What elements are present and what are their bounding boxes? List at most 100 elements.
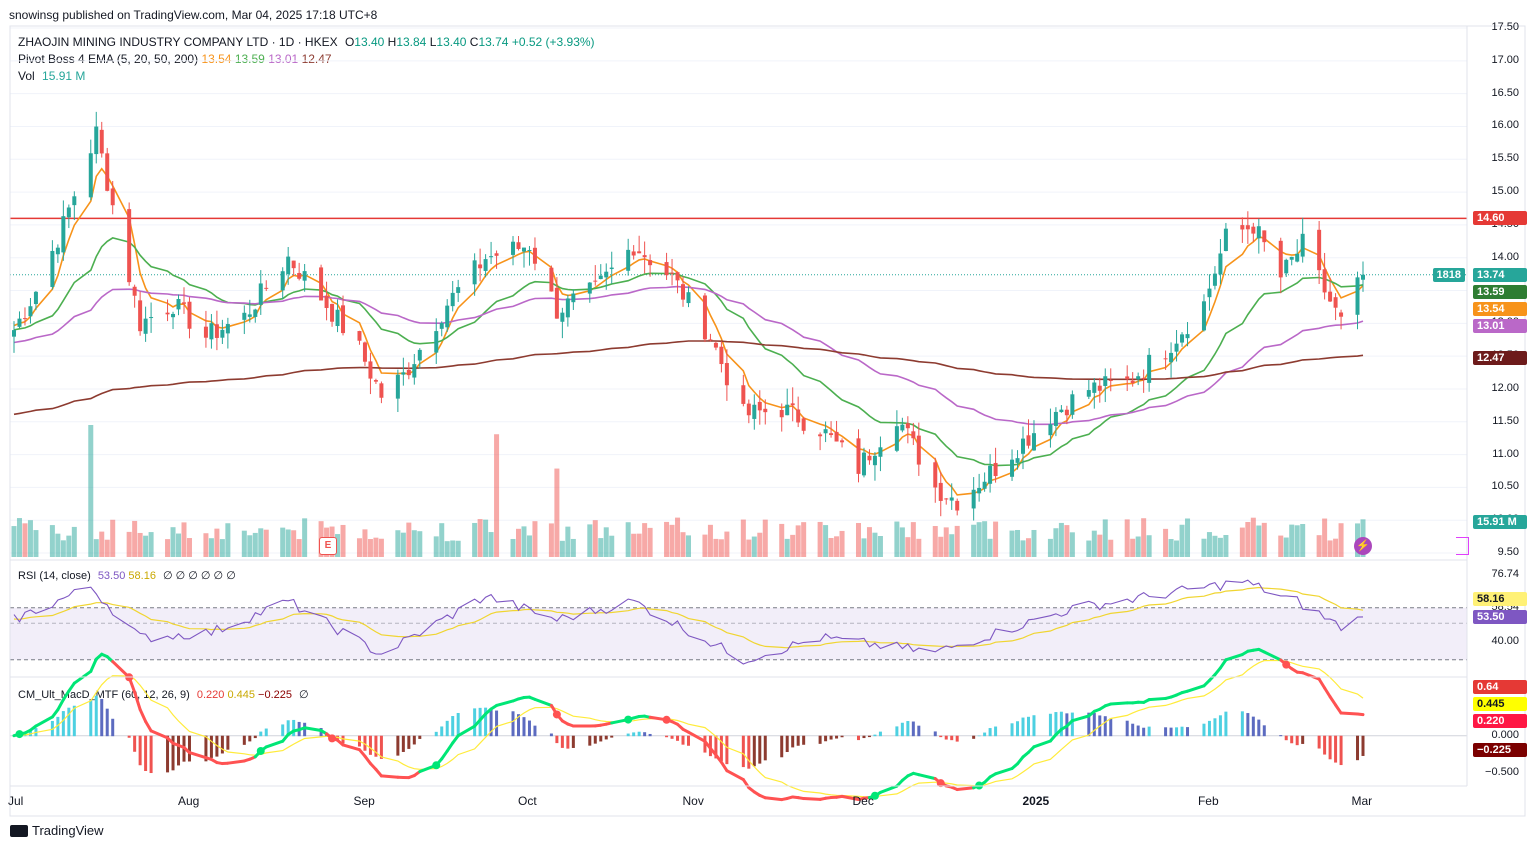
macd-hist-bar [599, 735, 603, 742]
macd-hist-bar [1032, 715, 1036, 737]
candle-body [823, 429, 828, 434]
volume-bar [916, 538, 922, 557]
ema-legend[interactable]: Pivot Boss 4 EMA (5, 20, 50, 200) 13.54 … [18, 52, 332, 66]
candle-body [1207, 288, 1212, 298]
low-label: L [429, 35, 437, 49]
volume-bar [88, 425, 94, 557]
volume-bar [214, 528, 220, 557]
macd-line-segment [264, 739, 285, 749]
volume-legend[interactable]: Vol 15.91 M [18, 69, 85, 83]
macd-line-segment [226, 759, 246, 765]
macd-hist-bar [637, 731, 641, 737]
macd-hist-bar [933, 731, 937, 737]
price-tick-label: 15.00 [1491, 185, 1519, 198]
macd-line-segment [187, 751, 208, 760]
macd-hist-bar [177, 735, 181, 766]
macd-hist-bar [1070, 712, 1074, 737]
volume-bar [247, 535, 253, 557]
candle-body [604, 271, 609, 278]
candle-body [872, 455, 877, 466]
macd-label: CM_Ult_MacD_MTF (60, 12, 26, 9) [18, 689, 190, 701]
candle-body [713, 342, 718, 348]
macd-hist-bar [818, 735, 822, 744]
candle-body [105, 153, 110, 191]
volume-bar [751, 536, 757, 557]
macd-hist-bar [643, 732, 647, 737]
candle-body [840, 440, 845, 443]
volume-bar [477, 519, 483, 557]
alert-marker[interactable] [1456, 537, 1469, 555]
volume-bar [450, 540, 456, 557]
candle-body [878, 447, 883, 457]
candle-body [286, 256, 291, 275]
volume-bar [208, 538, 214, 557]
volume-bar [406, 522, 412, 557]
macd-hist-bar [1164, 727, 1168, 737]
macd-hist-bar [1180, 726, 1184, 737]
volume-bar [1058, 522, 1064, 557]
candle-body [373, 380, 378, 382]
volume-bar [1064, 525, 1070, 557]
candle-body [341, 305, 346, 334]
macd-hist-bar [253, 735, 257, 739]
volume-bar [335, 534, 341, 557]
macd-line-segment [1339, 711, 1360, 716]
volume-bar [49, 525, 55, 557]
macd-hist-bar [566, 735, 570, 749]
candle-body [801, 418, 806, 431]
close-label: C [469, 35, 479, 49]
macd-hist-bar [681, 735, 685, 745]
candle-body [143, 318, 148, 334]
volume-bar [1020, 540, 1026, 557]
volume-bar [165, 539, 171, 557]
macd-legend[interactable]: CM_Ult_MacD_MTF (60, 12, 26, 9) 0.220 0.… [18, 688, 309, 701]
candle-body [1031, 433, 1036, 451]
candle-body [247, 314, 252, 317]
close-value: 13.74 [478, 35, 509, 49]
macd-peak-badge: 0.64 [1473, 680, 1527, 694]
volume-bar [971, 524, 977, 557]
macd-hist-bar [802, 735, 806, 745]
macd-hist-bar [1295, 735, 1299, 746]
symbol-legend[interactable]: ZHAOJIN MINING INDUSTRY COMPANY LTD · 1D… [18, 35, 595, 49]
lightning-icon[interactable]: ⚡ [1354, 537, 1372, 555]
macd-hist-bar [171, 735, 175, 771]
macd-hist-bar [286, 720, 290, 737]
macd-line-segment [725, 769, 745, 782]
volume-bar [1256, 525, 1262, 557]
footer[interactable]: TradingView [10, 823, 104, 838]
volume-bar [340, 524, 346, 557]
macd-hist-bar [626, 733, 630, 737]
candle-body [94, 126, 99, 155]
volume-bar [954, 525, 960, 557]
volume-bar [66, 535, 72, 557]
candle-body [362, 342, 367, 362]
volume-bar [664, 521, 670, 557]
volume-bar [181, 522, 187, 557]
macd-hist-bar [648, 733, 652, 737]
macd-hist-bar [780, 735, 784, 758]
candle-body [291, 260, 296, 269]
macd-hist-bar [209, 735, 213, 758]
macd-hist-bar [1339, 735, 1343, 766]
macd-hist-bar [725, 735, 729, 765]
macd-hist-bar [204, 735, 208, 762]
volume-bar [110, 519, 116, 557]
volume-bar [636, 533, 642, 557]
macd-hist-bar [303, 722, 307, 737]
volume-bar [554, 468, 560, 557]
rsi-value: 53.50 [97, 570, 126, 582]
volume-bar [11, 526, 17, 557]
volume-bar [395, 530, 401, 557]
candle-body [472, 260, 477, 285]
macd-hist-bar [149, 735, 153, 774]
macd-line-segment [1334, 703, 1343, 715]
earnings-marker[interactable]: E [319, 537, 337, 555]
candle-body [521, 247, 526, 252]
macd-hist-bar [1257, 719, 1261, 737]
macd-value: 0.220 [196, 689, 225, 701]
volume-bar [757, 532, 763, 557]
rsi-legend[interactable]: RSI (14, close) 53.50 58.16 ∅ ∅ ∅ ∅ ∅ ∅ [18, 569, 236, 582]
macd-hist-bar [1103, 716, 1107, 737]
